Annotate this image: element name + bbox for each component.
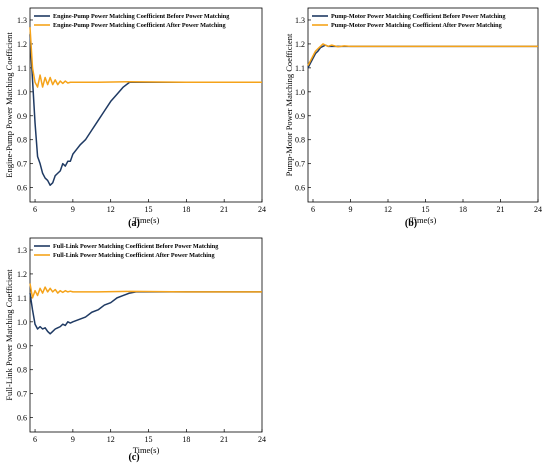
plot-frame bbox=[29, 237, 263, 433]
x-tick-label: 15 bbox=[145, 435, 153, 444]
y-tick-label: 0.9 bbox=[17, 342, 27, 351]
y-axis-label: Full-Link Power Matching Coefficient bbox=[4, 269, 14, 401]
panel-caption: (a) bbox=[128, 218, 140, 229]
y-tick-label: 1.0 bbox=[295, 88, 305, 97]
x-tick-label: 21 bbox=[220, 205, 228, 214]
y-tick-label: 0.6 bbox=[295, 184, 305, 193]
x-tick-label: 6 bbox=[33, 205, 37, 214]
y-tick-label: 0.9 bbox=[17, 112, 27, 121]
x-tick-label: 15 bbox=[145, 205, 153, 214]
y-tick-label: 1.1 bbox=[17, 294, 27, 303]
y-tick-label: 1.3 bbox=[17, 16, 27, 25]
y-tick-label: 0.8 bbox=[17, 366, 27, 375]
x-tick-label: 12 bbox=[384, 205, 392, 214]
chart-panel-c: 6 9 12 15 18 21 24 0.6 0.7 0.8 0.9 1.0 1.1 1.2 1.3 Time… bbox=[4, 237, 266, 463]
x-tick-label: 18 bbox=[182, 435, 190, 444]
y-tick-label: 0.9 bbox=[295, 112, 305, 121]
x-tick-label: 24 bbox=[258, 435, 266, 444]
y-tick-label: 1.3 bbox=[295, 16, 305, 25]
y-tick-label: 0.6 bbox=[17, 184, 27, 193]
y-tick-label: 0.8 bbox=[295, 136, 305, 145]
y-tick-label: 1.2 bbox=[295, 40, 305, 49]
y-axis-label: Engine-Pump Power Matching Coefficient bbox=[4, 32, 14, 178]
plot-frame bbox=[307, 7, 539, 203]
y-tick-label: 0.7 bbox=[295, 160, 305, 169]
y-tick-label: 0.8 bbox=[17, 136, 27, 145]
panel-caption: (b) bbox=[405, 218, 417, 229]
series-line-after bbox=[29, 283, 262, 299]
x-tick-label: 12 bbox=[107, 205, 115, 214]
x-tick-label: 18 bbox=[182, 205, 190, 214]
y-tick-label: 1.2 bbox=[17, 270, 27, 279]
chart-panel-b: 6 9 12 15 18 21 24 0.6 0.7 0.8 0.9 1.0 1.1 1.2 1.3 Time… bbox=[284, 7, 542, 229]
series-line-before bbox=[29, 291, 262, 335]
y-tick-label: 1.2 bbox=[17, 40, 27, 49]
x-tick-label: 24 bbox=[258, 205, 266, 214]
plot-frame bbox=[29, 7, 263, 203]
x-tick-label: 9 bbox=[349, 205, 353, 214]
x-tick-label: 15 bbox=[422, 205, 430, 214]
y-tick-label: 0.6 bbox=[17, 414, 27, 423]
x-tick-label: 6 bbox=[33, 435, 37, 444]
x-tick-label: 9 bbox=[71, 435, 75, 444]
series-line-after bbox=[29, 27, 262, 88]
y-axis-label: Pump-Motor Power Matching Coefficient bbox=[284, 33, 294, 176]
x-tick-label: 6 bbox=[311, 205, 315, 214]
legend-label: Engine-Pump Power Matching Coefficient A… bbox=[53, 22, 226, 29]
legend-label: Pump-Motor Power Matching Coefficient Be… bbox=[331, 13, 506, 20]
y-tick-label: 1.1 bbox=[17, 64, 27, 73]
x-tick-label: 9 bbox=[71, 205, 75, 214]
y-tick-label: 1.3 bbox=[17, 246, 27, 255]
x-tick-label: 18 bbox=[459, 205, 467, 214]
y-tick-label: 1.0 bbox=[17, 318, 27, 327]
y-tick-label: 0.7 bbox=[17, 390, 27, 399]
x-tick-label: 21 bbox=[497, 205, 505, 214]
y-tick-label: 1.1 bbox=[295, 64, 305, 73]
legend-label: Engine-Pump Power Matching Coefficient B… bbox=[53, 13, 230, 20]
panel-caption: (c) bbox=[128, 452, 139, 463]
x-tick-label: 24 bbox=[534, 205, 542, 214]
series-line-before bbox=[29, 34, 262, 186]
legend-label: Full-Link Power Matching Coefficient Bef… bbox=[53, 243, 219, 250]
x-tick-label: 21 bbox=[220, 435, 228, 444]
legend-label: Full-Link Power Matching Coefficient Aft… bbox=[53, 252, 215, 259]
legend-label: Pump-Motor Power Matching Coefficient Af… bbox=[331, 22, 503, 29]
series-line-after bbox=[307, 43, 538, 66]
y-tick-label: 0.7 bbox=[17, 160, 27, 169]
chart-panel-a: 6 9 12 15 18 21 24 0.6 0.7 0.8 0.9 1.0 1.1 1.2 1.3 Time… bbox=[4, 7, 266, 229]
series-line-before bbox=[307, 44, 538, 69]
x-axis-label: Time(s) bbox=[410, 215, 437, 225]
x-axis-label: Time(s) bbox=[133, 215, 160, 225]
x-axis-label: Time(s) bbox=[133, 445, 160, 455]
x-tick-label: 12 bbox=[107, 435, 115, 444]
y-tick-label: 1.0 bbox=[17, 88, 27, 97]
